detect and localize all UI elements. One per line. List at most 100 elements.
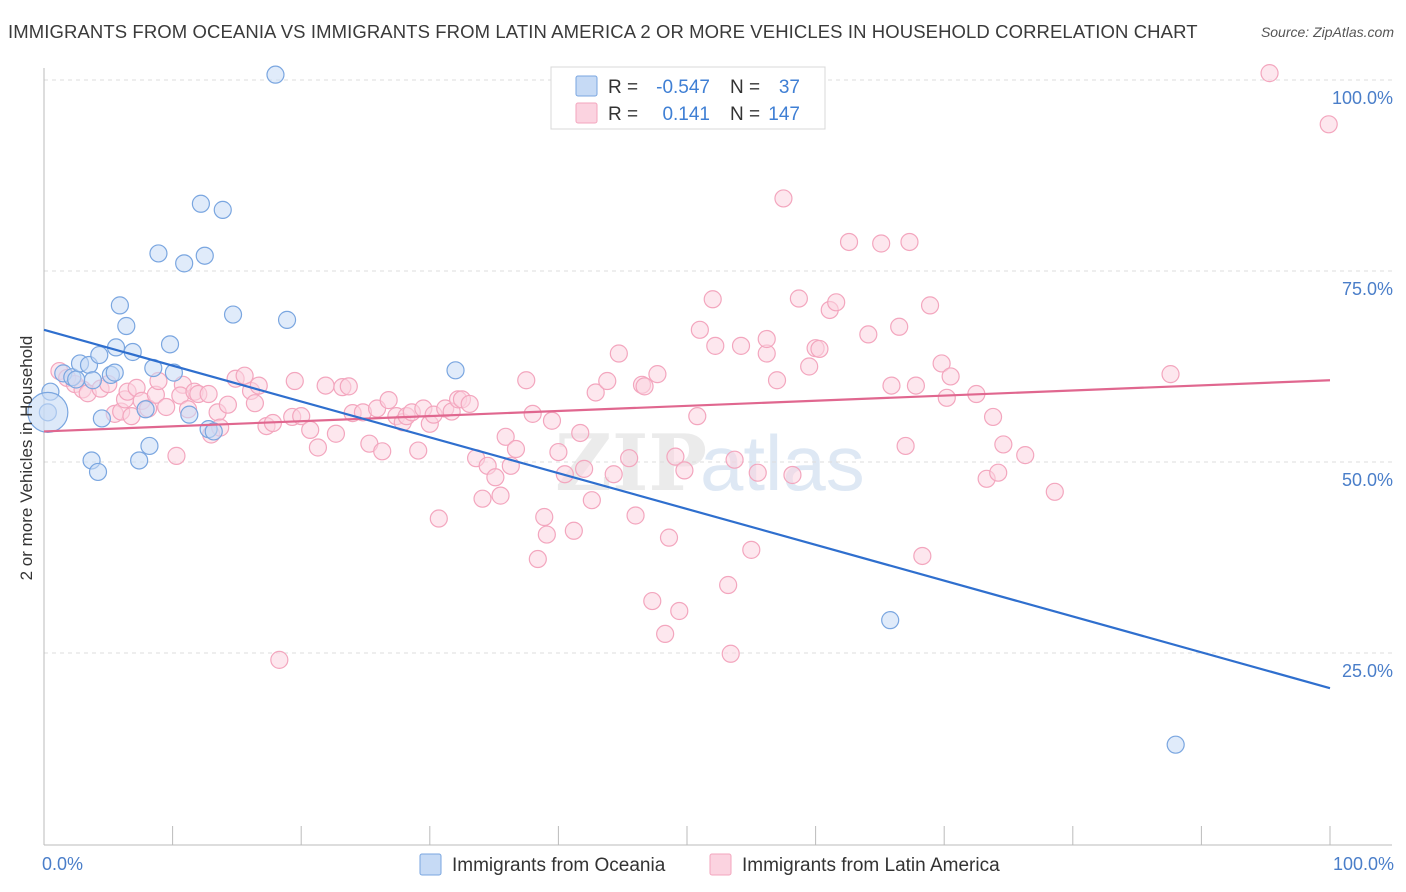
data-point-oceania (130, 451, 149, 470)
y-tick-label: 25.0% (1342, 661, 1393, 681)
axes (43, 68, 1392, 846)
data-point-latin-america (517, 371, 536, 390)
data-point-oceania (140, 436, 159, 456)
gridlines (44, 79, 1392, 654)
data-point-latin-america (670, 601, 689, 621)
data-point-latin-america (270, 650, 289, 669)
data-point-latin-america (896, 436, 915, 456)
data-point-latin-america (167, 446, 186, 465)
data-point-latin-america (235, 366, 254, 385)
data-point-latin-america (308, 438, 328, 457)
data-point-latin-america (690, 320, 709, 339)
data-point-latin-america (460, 394, 479, 414)
chart-source: Source: ZipAtlas.com (1260, 24, 1394, 40)
data-point-latin-america (285, 371, 304, 391)
data-point-latin-america (564, 521, 583, 540)
data-point-latin-america (549, 442, 568, 462)
data-point-oceania (191, 194, 210, 213)
data-point-latin-america (1319, 115, 1338, 134)
data-point-latin-america (326, 424, 346, 443)
data-point-oceania (881, 611, 900, 630)
trend-lines (43, 328, 1331, 690)
data-point-latin-america (473, 489, 492, 508)
data-point-latin-america (725, 450, 744, 469)
data-point-latin-america (1045, 482, 1064, 501)
data-point-latin-america (245, 394, 265, 413)
data-point-latin-america (783, 465, 802, 485)
chart-title: IMMIGRANTS FROM OCEANIA VS IMMIGRANTS FR… (8, 21, 1198, 42)
data-point-oceania (446, 361, 465, 380)
bottom-legend-swatch-oceania (419, 853, 442, 876)
data-point-oceania (83, 371, 102, 390)
data-point-latin-america (429, 509, 448, 528)
data-point-latin-america (675, 461, 694, 480)
data-point-latin-america (748, 463, 767, 482)
data-point-latin-america (688, 407, 707, 426)
data-point-latin-america (810, 339, 829, 359)
legend-n-value: 37 (779, 77, 800, 98)
data-point-latin-america (496, 427, 515, 446)
data-point-latin-america (937, 388, 956, 407)
data-point-latin-america (719, 575, 738, 595)
trend-line-oceania (43, 328, 1331, 690)
legend-swatch-oceania (575, 75, 598, 97)
data-point-latin-america (789, 289, 808, 308)
data-point-latin-america (379, 391, 398, 410)
legend-swatch-latin (575, 102, 598, 124)
data-point-latin-america (920, 296, 940, 315)
legend-n-value: 147 (768, 104, 800, 125)
data-point-oceania (67, 370, 86, 389)
data-point-latin-america (774, 189, 793, 208)
data-point-latin-america (316, 376, 335, 395)
data-point-latin-america (199, 384, 218, 404)
bottom-legend-label-oceania: Immigrants from Oceania (452, 855, 666, 876)
data-point-latin-america (604, 465, 623, 484)
data-point-latin-america (703, 290, 722, 309)
data-point-latin-america (575, 459, 594, 478)
x-tick-label-max: 100.0% (1333, 854, 1394, 874)
svg-text:atlas: atlas (700, 419, 865, 507)
data-point-latin-america (742, 540, 761, 559)
data-point-latin-america (523, 404, 542, 423)
y-tick-label: 75.0% (1342, 279, 1393, 299)
data-point-latin-america (301, 420, 320, 440)
data-point-latin-america (882, 376, 901, 395)
data-point-latin-america (571, 423, 590, 443)
data-point-latin-america (800, 357, 819, 376)
legend-n-label: N = (730, 104, 760, 125)
data-point-latin-america (900, 232, 919, 252)
data-point-latin-america (648, 365, 667, 384)
bottom-legend-swatch-latin (709, 853, 732, 876)
data-point-latin-america (941, 367, 960, 386)
data-point-latin-america (721, 644, 740, 663)
data-point-oceania (160, 335, 180, 354)
data-point-latin-america (491, 486, 510, 505)
data-point-latin-america (537, 525, 556, 544)
data-point-oceania (90, 345, 109, 365)
legend-r-value: 0.141 (662, 104, 710, 125)
data-point-latin-america (906, 376, 926, 395)
data-point-oceania (117, 316, 136, 336)
trend-line-latin-america (43, 379, 1331, 433)
bottom-legend-label-latin: Immigrants from Latin America (742, 855, 1000, 876)
data-point-latin-america (1161, 365, 1180, 384)
data-point-latin-america (983, 407, 1003, 427)
data-point-oceania (277, 310, 297, 329)
data-point-oceania (164, 363, 183, 382)
data-point-latin-america (218, 395, 237, 414)
legend-r-value: -0.547 (656, 77, 710, 98)
data-point-latin-america (409, 441, 428, 460)
data-point-oceania (136, 400, 155, 419)
data-point-oceania (204, 422, 223, 441)
data-point-latin-america (535, 507, 554, 527)
legend-n-label: N = (730, 77, 760, 98)
data-point-latin-america (620, 449, 639, 468)
data-point-latin-america (542, 411, 562, 430)
legend: R = -0.547 N = 37 R = 0.141 N = 147 (550, 66, 826, 130)
data-point-oceania (195, 246, 214, 265)
data-point-oceania (223, 305, 243, 324)
data-point-oceania (175, 254, 194, 273)
data-point-latin-america (609, 344, 628, 363)
watermark: ZIP atlas (555, 418, 865, 509)
data-point-latin-america (913, 546, 932, 566)
